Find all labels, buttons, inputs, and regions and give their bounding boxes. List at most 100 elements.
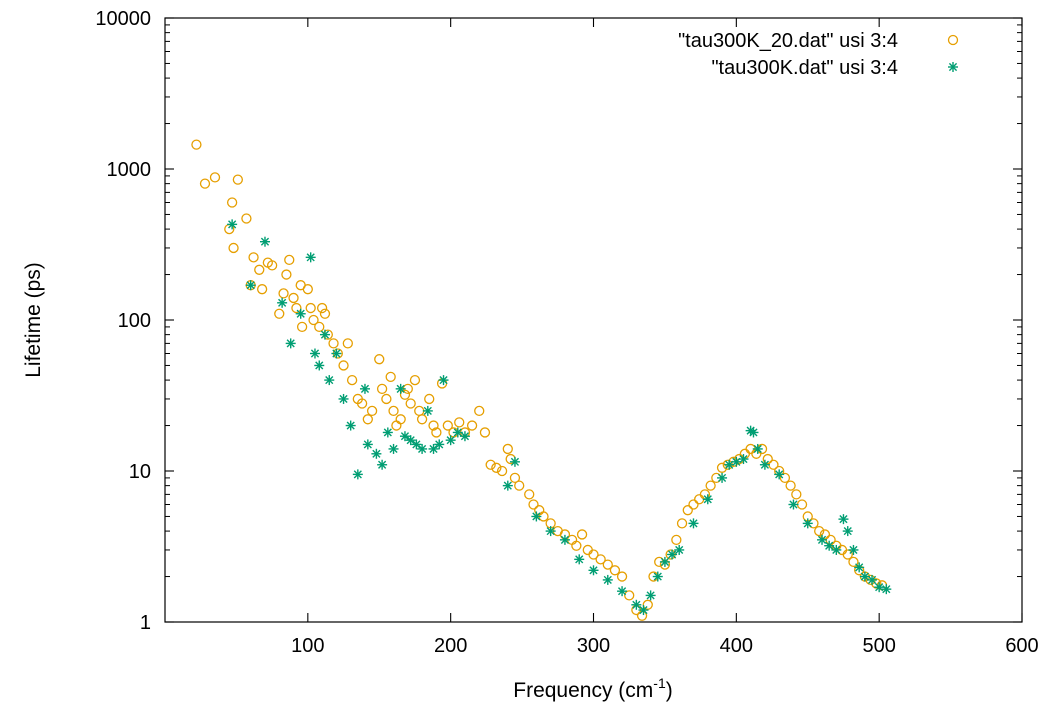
data-point — [705, 480, 716, 491]
data-point — [502, 443, 513, 455]
data-point — [814, 525, 825, 537]
data-point — [667, 549, 678, 560]
data-point — [382, 427, 393, 438]
data-point — [802, 518, 813, 529]
legend-marker-series-2 — [948, 62, 958, 72]
data-point — [854, 562, 865, 573]
data-point — [314, 321, 325, 333]
plot-frame — [164, 17, 1023, 623]
data-point — [824, 540, 835, 551]
data-point — [399, 389, 411, 400]
data-point — [788, 499, 799, 510]
data-point — [442, 420, 453, 431]
data-point — [428, 420, 439, 431]
data-point — [609, 565, 621, 576]
legend-marker-series-1 — [947, 34, 959, 46]
data-point — [338, 393, 349, 404]
data-point — [659, 556, 670, 567]
data-point — [191, 139, 202, 150]
data-point — [328, 338, 339, 349]
data-point — [574, 554, 585, 565]
data-point — [819, 529, 831, 540]
data-point — [395, 414, 406, 425]
data-point — [645, 590, 656, 601]
data-point — [638, 605, 649, 616]
y-tick-label: 10 — [129, 461, 151, 483]
data-point — [266, 260, 278, 271]
data-point — [514, 480, 525, 491]
data-point — [245, 280, 256, 291]
data-point — [509, 456, 520, 467]
data-point — [595, 554, 606, 565]
data-point — [531, 511, 542, 522]
data-point — [338, 360, 349, 371]
data-point — [227, 219, 238, 230]
data-point — [295, 308, 306, 319]
data-point — [319, 308, 331, 319]
data-point — [352, 469, 363, 480]
data-point — [319, 329, 330, 340]
data-point — [241, 213, 252, 224]
data-point — [291, 302, 302, 314]
data-point — [388, 405, 399, 417]
data-point — [652, 571, 663, 582]
data-point — [545, 526, 556, 537]
data-point — [385, 371, 396, 383]
legend-label-series-2: "tau300K.dat" usi 3:4 — [711, 57, 898, 79]
data-point — [571, 540, 582, 551]
data-point — [331, 348, 342, 359]
data-point — [762, 453, 773, 465]
data-point — [395, 383, 406, 394]
data-point — [842, 526, 853, 537]
data-point — [702, 494, 713, 505]
data-point — [796, 499, 808, 510]
x-axis-title-superscript: -1 — [653, 675, 666, 691]
data-point — [817, 534, 828, 545]
data-point — [438, 375, 449, 386]
data-point — [281, 269, 292, 280]
data-point — [405, 435, 416, 446]
data-point — [588, 549, 599, 560]
data-point — [791, 489, 802, 500]
data-point — [199, 178, 211, 189]
data-point — [405, 398, 416, 409]
axis-ticks — [165, 17, 1023, 623]
data-point — [676, 518, 688, 529]
data-point — [509, 472, 521, 484]
data-point — [374, 354, 385, 365]
data-point — [674, 544, 685, 555]
data-point — [688, 518, 699, 529]
data-point — [682, 505, 693, 516]
legend: "tau300K_20.dat" usi 3:4 "tau300K.dat" u… — [678, 30, 959, 79]
data-point — [256, 284, 268, 295]
series-layer — [191, 139, 892, 621]
data-point — [288, 292, 299, 304]
data-point — [274, 308, 285, 319]
data-point — [479, 427, 491, 438]
data-point — [602, 559, 613, 570]
data-point — [356, 398, 368, 409]
data-point — [422, 405, 433, 416]
data-point — [454, 417, 465, 428]
data-point — [232, 174, 243, 185]
data-point — [302, 284, 313, 295]
data-point — [409, 374, 421, 386]
data-point — [314, 360, 325, 371]
data-point — [602, 574, 613, 585]
data-point — [296, 321, 308, 333]
data-point — [362, 414, 373, 425]
x-tick-label: 200 — [434, 635, 467, 657]
data-point — [324, 375, 335, 386]
x-tick-label: 500 — [862, 635, 895, 657]
data-point — [342, 338, 353, 349]
data-point — [624, 590, 635, 601]
y-tick-label: 1000 — [107, 159, 152, 181]
data-point — [309, 348, 320, 359]
data-point — [831, 544, 842, 555]
data-point — [391, 420, 402, 431]
data-point — [305, 302, 316, 314]
data-point — [867, 574, 878, 585]
data-point — [848, 556, 859, 568]
data-point — [316, 302, 328, 314]
data-point — [417, 443, 428, 454]
